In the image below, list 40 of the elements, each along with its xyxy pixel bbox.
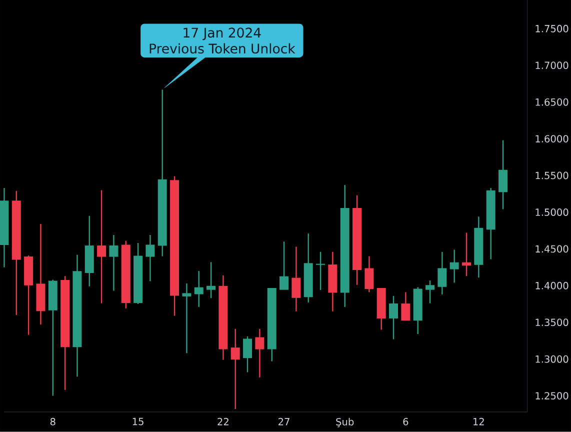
candlestick bbox=[146, 234, 155, 282]
candlestick bbox=[316, 251, 326, 291]
x-tick-label: 27 bbox=[278, 418, 290, 426]
y-tick-label: 1.4500 bbox=[536, 245, 568, 253]
candlestick bbox=[109, 234, 118, 292]
candlestick bbox=[255, 328, 264, 378]
candlestick bbox=[462, 232, 471, 277]
y-tick-label: 1.3500 bbox=[536, 318, 568, 326]
x-tick-label: Şub bbox=[336, 418, 354, 428]
y-tick-label: 1.5500 bbox=[536, 172, 568, 180]
x-tick-label: 22 bbox=[218, 418, 228, 426]
y-tick-label: 1.4000 bbox=[536, 282, 568, 290]
candlestick bbox=[280, 241, 289, 290]
y-tick-label: 1.2500 bbox=[536, 392, 568, 400]
candlestick bbox=[230, 328, 240, 410]
y-tick-label: 1.5000 bbox=[536, 208, 568, 216]
x-tick-label: 8 bbox=[50, 418, 56, 426]
annotation: Previous Token Unlock bbox=[150, 43, 296, 54]
x-tick-label: 6 bbox=[403, 418, 408, 426]
candlestick bbox=[389, 295, 398, 340]
x-tick-label: 12 bbox=[474, 418, 484, 426]
annotation: 17 Jan 2024 bbox=[184, 28, 261, 40]
candlestick bbox=[182, 282, 192, 354]
candlestick bbox=[97, 190, 106, 304]
candlestick bbox=[364, 256, 374, 293]
candlestick bbox=[292, 246, 301, 312]
y-tick-label: 1.6000 bbox=[536, 135, 568, 143]
y-tick-label: 1.7000 bbox=[536, 62, 568, 70]
candlestick bbox=[206, 262, 216, 299]
candlestick bbox=[438, 251, 447, 296]
candlestick bbox=[425, 280, 434, 304]
candlestick bbox=[194, 270, 204, 308]
candlestick bbox=[498, 140, 508, 210]
y-tick-label: 1.3000 bbox=[536, 355, 568, 363]
candlestick bbox=[243, 336, 252, 373]
y-tick-label: 1.6500 bbox=[536, 98, 568, 106]
x-tick-label: 15 bbox=[132, 418, 144, 426]
candlestick bbox=[401, 292, 410, 321]
y-tick-label: 1.7500 bbox=[536, 25, 568, 32]
candlestick bbox=[450, 249, 459, 284]
